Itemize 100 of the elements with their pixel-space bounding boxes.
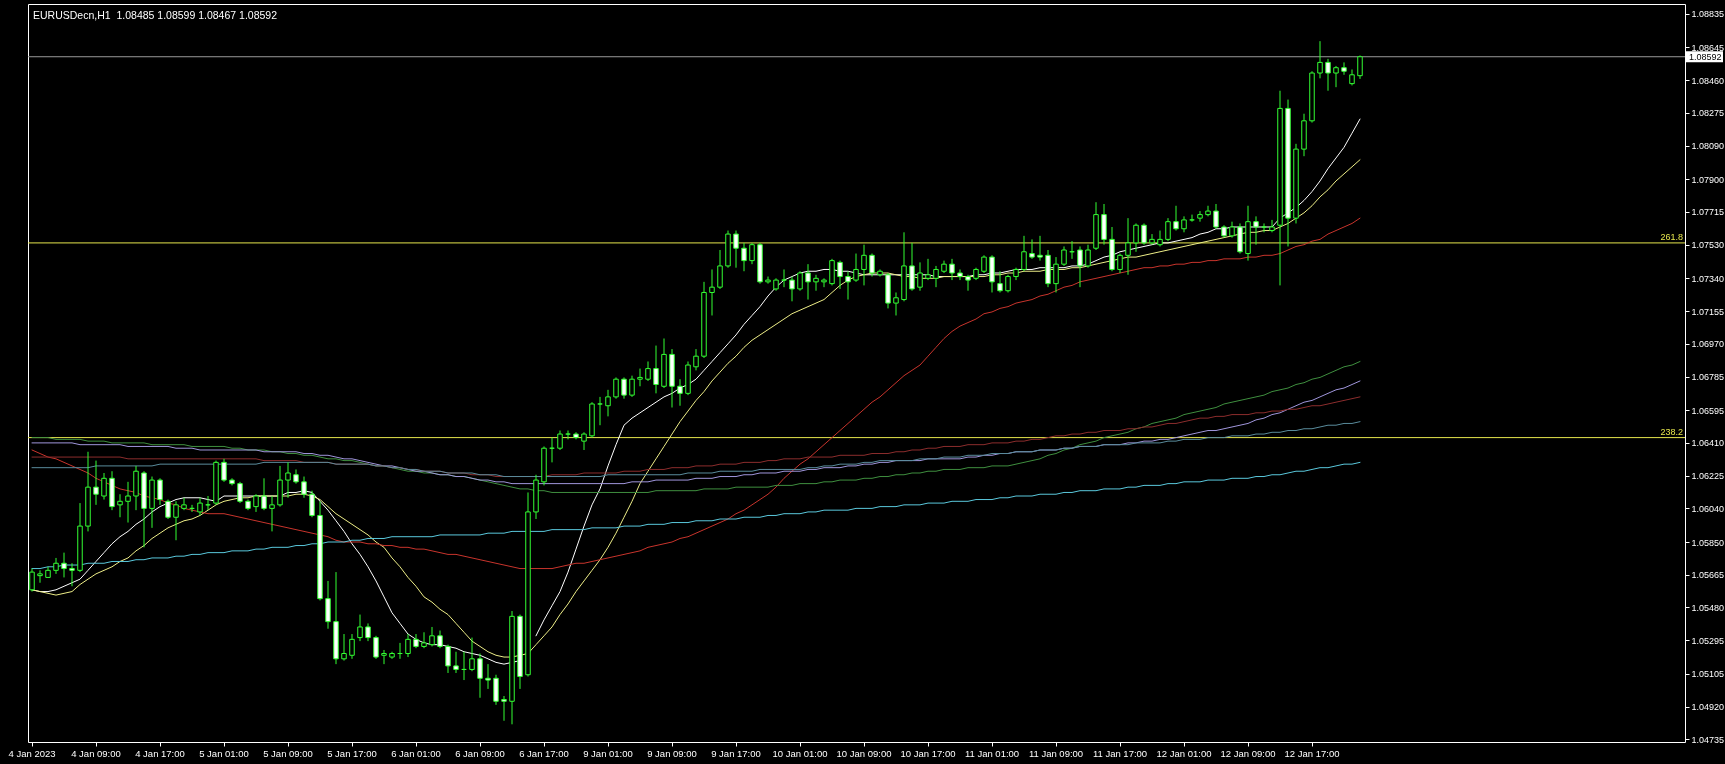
candlestick bbox=[741, 242, 747, 272]
x-tick-label: 11 Jan 17:00 bbox=[1092, 747, 1148, 759]
y-tick-label: 1.06970 bbox=[1691, 339, 1725, 350]
candlestick bbox=[1325, 58, 1331, 92]
candlestick bbox=[861, 244, 867, 286]
x-tick-label: 10 Jan 17:00 bbox=[900, 747, 956, 759]
ref-line-label: 1.08592 bbox=[1689, 51, 1722, 62]
candlestick bbox=[789, 276, 795, 302]
candlestick bbox=[853, 253, 859, 283]
x-tick-label: 6 Jan 09:00 bbox=[455, 747, 505, 759]
candlestick bbox=[637, 368, 643, 387]
candlestick bbox=[485, 663, 491, 690]
candlestick bbox=[1333, 65, 1339, 88]
y-tick-label: 1.08645 bbox=[1691, 42, 1725, 53]
candlestick bbox=[325, 580, 331, 630]
candlestick bbox=[493, 674, 499, 706]
candlestick bbox=[37, 569, 43, 584]
candlestick bbox=[749, 242, 755, 265]
x-tick-label: 5 Jan 09:00 bbox=[263, 747, 313, 759]
y-tick-label: 1.06040 bbox=[1691, 503, 1725, 514]
candlestick bbox=[285, 461, 291, 499]
candlestick bbox=[269, 495, 275, 532]
line-series bbox=[31, 361, 1361, 493]
candlestick bbox=[613, 376, 619, 400]
x-tick-label: 12 Jan 17:00 bbox=[1284, 747, 1340, 759]
candlestick bbox=[621, 376, 627, 400]
candlestick bbox=[165, 499, 171, 520]
candlestick bbox=[797, 270, 803, 292]
annotation: 261.8 bbox=[1660, 231, 1683, 242]
candlestick bbox=[813, 274, 819, 292]
candlestick bbox=[309, 490, 315, 518]
candlestick bbox=[117, 493, 123, 518]
y-tick-label: 1.07340 bbox=[1691, 273, 1725, 284]
y-tick-label: 1.08090 bbox=[1691, 141, 1725, 152]
candlestick bbox=[837, 260, 843, 290]
x-tick-label: 12 Jan 01:00 bbox=[1156, 747, 1212, 759]
x-tick-label: 5 Jan 17:00 bbox=[327, 747, 377, 759]
x-tick-label: 12 Jan 09:00 bbox=[1220, 747, 1276, 759]
y-tick-label: 1.05850 bbox=[1691, 537, 1725, 548]
candlestick bbox=[709, 268, 715, 316]
candlestick bbox=[53, 557, 59, 575]
candlestick bbox=[1061, 245, 1067, 267]
x-tick-label: 4 Jan 2023 bbox=[8, 747, 56, 759]
candlestick bbox=[949, 258, 955, 281]
y-tick-label: 1.07900 bbox=[1691, 174, 1725, 185]
candlestick bbox=[933, 265, 939, 288]
x-tick-label: 5 Jan 01:00 bbox=[199, 747, 249, 759]
candlestick bbox=[341, 633, 347, 662]
x-tick-label: 10 Jan 01:00 bbox=[772, 747, 828, 759]
candlestick bbox=[1205, 205, 1211, 217]
x-tick-label: 6 Jan 17:00 bbox=[519, 747, 569, 759]
x-tick-label: 10 Jan 09:00 bbox=[836, 747, 892, 759]
candlestick bbox=[957, 268, 963, 281]
candlestick bbox=[1213, 203, 1219, 230]
candlestick bbox=[1141, 222, 1147, 246]
line-series bbox=[31, 421, 1361, 478]
candlestick bbox=[501, 695, 507, 722]
x-tick-label: 9 Jan 01:00 bbox=[583, 747, 633, 759]
candlestick bbox=[821, 277, 827, 288]
candlestick bbox=[301, 476, 307, 499]
candlestick bbox=[605, 389, 611, 417]
y-tick-label: 1.06225 bbox=[1691, 471, 1725, 482]
annotation: 238.2 bbox=[1660, 426, 1683, 437]
candlestick bbox=[693, 348, 699, 371]
candlestick bbox=[293, 468, 299, 485]
candlestick bbox=[405, 633, 411, 658]
candlestick bbox=[1341, 61, 1347, 76]
y-tick-label: 1.07715 bbox=[1691, 207, 1725, 218]
line-series bbox=[31, 461, 1361, 570]
candlestick bbox=[453, 651, 459, 674]
y-tick-label: 1.04735 bbox=[1691, 734, 1725, 745]
candlestick bbox=[1133, 222, 1139, 253]
candlestick bbox=[629, 375, 635, 398]
candlestick bbox=[917, 261, 923, 292]
y-tick-label: 1.06785 bbox=[1691, 372, 1725, 383]
y-tick-label: 1.07530 bbox=[1691, 240, 1725, 251]
candlestick bbox=[1197, 210, 1203, 223]
candlestick bbox=[61, 552, 67, 578]
candlestick bbox=[581, 431, 587, 451]
x-tick-label: 9 Jan 17:00 bbox=[711, 747, 761, 759]
y-tick-label: 1.05295 bbox=[1691, 635, 1725, 646]
candlestick bbox=[1117, 253, 1123, 274]
candlestick bbox=[1253, 215, 1259, 246]
candlestick bbox=[829, 258, 835, 286]
candlestick bbox=[421, 631, 427, 649]
x-tick-label: 9 Jan 09:00 bbox=[647, 747, 697, 759]
candlestick bbox=[237, 481, 243, 504]
candlestick bbox=[101, 472, 107, 501]
line-series bbox=[31, 217, 1361, 570]
candlestick bbox=[925, 258, 931, 281]
candlestick bbox=[261, 477, 267, 511]
x-tick-label: 4 Jan 09:00 bbox=[71, 747, 121, 759]
x-tick-label: 6 Jan 01:00 bbox=[391, 747, 441, 759]
y-tick-label: 1.06410 bbox=[1691, 438, 1725, 449]
candlestick bbox=[893, 291, 899, 316]
y-tick-label: 1.04920 bbox=[1691, 702, 1725, 713]
candlestick bbox=[1053, 256, 1059, 293]
candlestick bbox=[965, 274, 971, 292]
candlestick bbox=[677, 378, 683, 407]
candlestick bbox=[1173, 205, 1179, 232]
